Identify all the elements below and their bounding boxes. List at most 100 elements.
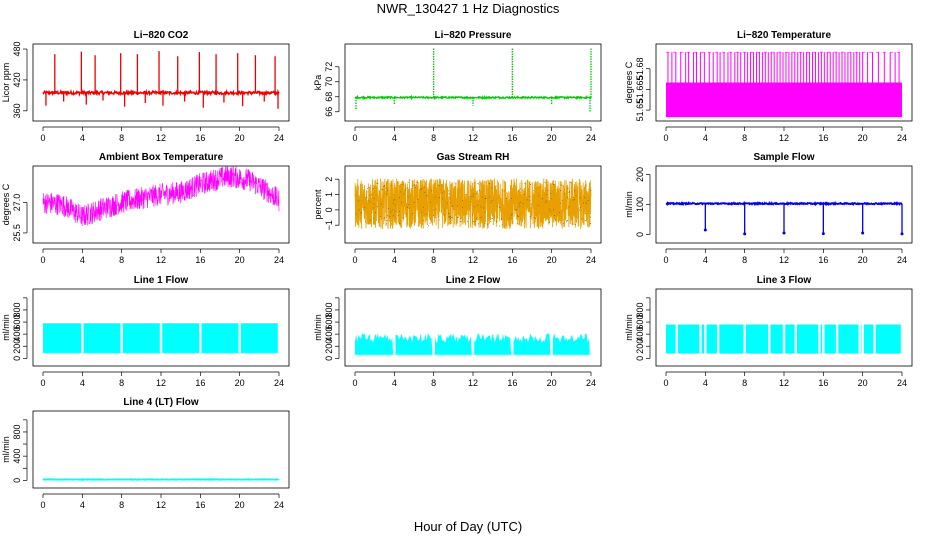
marker (483, 207, 485, 209)
marker (562, 199, 564, 201)
marker (476, 193, 477, 195)
y-tick-label: 2 (324, 177, 334, 182)
series (42, 477, 280, 481)
marker (368, 194, 370, 196)
marker (413, 184, 415, 186)
marker (373, 218, 375, 219)
marker (433, 214, 434, 216)
marker (551, 183, 553, 185)
marker (373, 203, 375, 205)
y-tick-label: 200 (635, 167, 645, 182)
marker (397, 215, 399, 216)
marker (472, 193, 474, 195)
marker (549, 210, 551, 212)
marker (438, 185, 440, 187)
x-axis: 0 4 8 12 16 20 24 (663, 371, 907, 388)
marker (470, 201, 472, 202)
y-axis-label: ml/min (1, 436, 11, 463)
marker (563, 222, 565, 224)
y-tick-label: 800 (12, 302, 22, 317)
plot-frame (344, 288, 602, 367)
band-segment (701, 324, 705, 354)
marker (435, 208, 437, 210)
marker (407, 196, 409, 198)
marker (574, 224, 576, 225)
y-tick-label: 68 (324, 92, 334, 102)
marker (360, 212, 362, 214)
marker (450, 217, 451, 219)
y-tick-label: −1 (324, 220, 334, 230)
y-tick-label: 51.65 (635, 99, 645, 122)
marker (393, 215, 395, 217)
marker (535, 217, 536, 219)
x-tick-label: 8 (742, 378, 747, 388)
marker (516, 209, 518, 211)
marker (584, 220, 586, 221)
x-tick-label: 8 (742, 133, 747, 143)
band-segment (395, 333, 433, 355)
marker (509, 217, 511, 219)
x-tick-label: 0 (352, 255, 357, 265)
x-axis: 0 4 8 12 16 20 24 (352, 126, 596, 143)
band-segment (666, 324, 676, 354)
marker (420, 188, 422, 190)
x-tick-label: 8 (742, 255, 747, 265)
marker (569, 191, 570, 193)
marker (405, 188, 407, 189)
dip-point (861, 231, 865, 235)
marker (548, 208, 550, 210)
x-tick-label: 16 (507, 133, 517, 143)
marker (403, 193, 405, 195)
y-tick-label: 200 (324, 339, 334, 354)
marker (579, 206, 581, 208)
x-axis: 0 4 8 12 16 20 24 (663, 248, 907, 265)
marker (468, 183, 470, 185)
y-tick-label: 51.665 (635, 76, 645, 104)
x-tick-label: 0 (40, 500, 45, 510)
dip-point (821, 232, 825, 236)
x-tick-label: 12 (156, 500, 166, 510)
y-tick-label: 800 (324, 302, 334, 317)
marker (448, 213, 449, 214)
y-tick-label: 70 (324, 77, 334, 87)
plot-frame (32, 165, 290, 244)
marker (391, 185, 393, 187)
series (355, 333, 590, 355)
panel-title: Ambient Box Temperature (99, 152, 224, 163)
marker (384, 185, 385, 186)
x-tick-label: 16 (195, 133, 205, 143)
marker (371, 194, 373, 196)
marker (490, 201, 492, 203)
dip-point (703, 228, 707, 232)
x-tick-label: 8 (119, 133, 124, 143)
marker (371, 212, 373, 213)
plot-frame (344, 43, 602, 122)
marker (532, 190, 534, 192)
marker (462, 207, 463, 209)
panel-7: Line 1 Flow 0 4 8 12 16 20 24 0 200400600800ml/mi… (1, 275, 290, 388)
marker (391, 209, 393, 211)
marker (430, 201, 431, 203)
x-tick-label: 20 (235, 133, 245, 143)
marker (472, 214, 473, 216)
marker (499, 206, 500, 208)
marker (406, 213, 407, 215)
marker (583, 202, 584, 204)
x-tick-label: 20 (235, 378, 245, 388)
x-tick-label: 8 (119, 378, 124, 388)
marker (568, 206, 570, 208)
marker (364, 207, 366, 209)
y-tick-label: 0 (324, 356, 334, 361)
marker (529, 200, 531, 202)
panel-4: Ambient Box Temperature 0 4 8 12 16 20 24 25.5 27… (1, 152, 290, 265)
marker (558, 212, 560, 213)
marker (424, 192, 426, 193)
x-tick-label: 16 (818, 133, 828, 143)
marker (524, 182, 526, 184)
marker (407, 182, 409, 184)
marker (421, 211, 423, 213)
marker (529, 216, 531, 218)
marker (394, 204, 396, 206)
